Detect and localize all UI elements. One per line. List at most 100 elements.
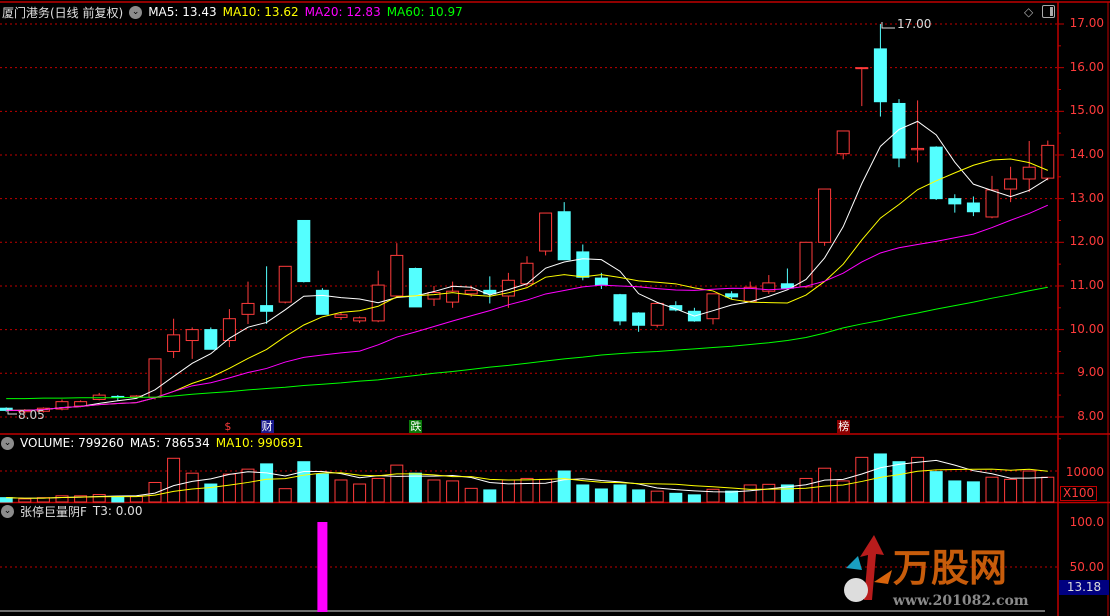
volume-bar	[892, 461, 906, 503]
ma10-line	[6, 158, 1048, 411]
volume-bar	[855, 456, 869, 503]
volume-unit-label: X100	[1060, 486, 1098, 501]
volume-bar	[1041, 476, 1055, 503]
volume-bar	[948, 480, 962, 503]
volume-bar	[873, 453, 887, 503]
logo-text: 万股网	[893, 546, 1008, 590]
low-annotation-arrow	[7, 408, 17, 415]
candle-body	[929, 146, 943, 200]
ma20-line	[6, 204, 1049, 411]
volume-bar	[408, 472, 422, 503]
chevron-down-icon[interactable]: ⌄	[129, 5, 143, 19]
event-marker-drop[interactable]: 跌	[409, 420, 423, 433]
candle-body	[297, 219, 311, 283]
volume-bar	[111, 495, 125, 503]
candle-body	[706, 293, 720, 320]
ma20-label: MA20: 12.83	[304, 5, 381, 19]
volume-bar	[929, 471, 943, 503]
volume-bar	[687, 494, 701, 503]
volume-bar	[315, 473, 329, 503]
ma5-label: MA5: 13.43	[148, 5, 217, 19]
ma5-line	[6, 120, 1049, 411]
volume-axis-label: 10000	[1065, 465, 1104, 479]
chevron-down-icon[interactable]: ⌄	[1, 504, 14, 518]
candle-body	[353, 317, 367, 322]
panel-toggle-icon[interactable]	[1042, 5, 1055, 18]
logo-url: www.201082.com	[893, 593, 1029, 609]
volume-bar	[0, 497, 13, 503]
candle-body	[613, 294, 627, 322]
price-axis-label: 14.00	[1069, 146, 1104, 161]
candle-body	[948, 198, 962, 205]
candle-body	[167, 334, 181, 352]
candle-body	[873, 48, 887, 103]
logo-icon	[844, 535, 892, 602]
candle-body	[204, 329, 218, 350]
ma60-line	[6, 286, 1048, 400]
volume-bar	[185, 472, 199, 503]
high-price-annotation: 17.00	[897, 17, 932, 31]
volume-bar	[334, 479, 348, 503]
candle-body	[632, 312, 646, 326]
price-axis-label: 13.00	[1069, 190, 1104, 205]
volume-ma10-label: MA10: 990691	[215, 436, 304, 450]
candle-body	[911, 147, 925, 151]
candle-body	[408, 267, 422, 308]
volume-bar	[297, 461, 311, 503]
ma10-label: MA10: 13.62	[222, 5, 299, 19]
price-axis-label: 12.00	[1069, 234, 1104, 249]
candle-body	[1004, 178, 1018, 190]
volume-ma5-line	[6, 459, 1048, 499]
diamond-icon[interactable]: ◇	[1024, 5, 1034, 19]
volume-bar	[55, 495, 69, 503]
indicator-header: ⌄ 张停巨量阴F T3: 0.00	[1, 503, 142, 519]
candle-body	[669, 305, 683, 311]
volume-ma5-label: MA5: 786534	[129, 436, 210, 450]
candle-body	[539, 212, 553, 252]
event-marker-finance[interactable]: 财	[260, 420, 274, 433]
indicator-axis-label-50: 50.00	[1069, 560, 1104, 574]
volume-bar	[799, 477, 813, 503]
volume-bar	[743, 484, 757, 503]
volume-bar	[576, 484, 590, 503]
candle-body	[836, 130, 850, 155]
candle-body	[855, 67, 869, 70]
candle-body	[334, 314, 348, 318]
candle-body	[985, 189, 999, 218]
volume-bar	[390, 464, 404, 503]
candle-body	[799, 241, 813, 288]
volume-bar	[222, 473, 236, 503]
volume-bar	[725, 490, 739, 503]
candle-body	[1041, 144, 1055, 179]
candle-body	[464, 289, 478, 295]
chevron-down-icon[interactable]: ⌄	[1, 436, 14, 450]
event-marker-dividend[interactable]: $	[224, 420, 232, 433]
volume-bar	[148, 481, 162, 503]
candle-body	[222, 318, 236, 342]
candle-body	[650, 302, 664, 326]
volume-bar	[520, 477, 534, 503]
volume-bar	[483, 489, 497, 503]
high-annotation-arrow	[881, 22, 895, 29]
candle-body	[557, 211, 571, 261]
volume-bar	[74, 495, 88, 503]
volume-bar	[371, 477, 385, 503]
volume-bar	[594, 488, 608, 503]
price-axis-label: 15.00	[1069, 103, 1104, 118]
volume-bar	[836, 480, 850, 503]
volume-bar	[669, 492, 683, 503]
candle-body	[762, 282, 776, 292]
volume-bar	[985, 476, 999, 503]
event-marker-list[interactable]: 榜	[837, 420, 851, 433]
candle-body	[241, 302, 255, 315]
candle-body	[743, 286, 757, 302]
volume-bar	[632, 489, 646, 503]
volume-bar	[650, 490, 664, 503]
volume-bar	[966, 481, 980, 503]
volume-bar	[353, 483, 367, 503]
candle-body	[818, 188, 832, 243]
volume-header: ⌄ VOLUME: 799260 MA5: 786534 MA10: 99069…	[1, 435, 303, 451]
volume-bar	[446, 480, 460, 503]
candle-body	[594, 277, 608, 286]
